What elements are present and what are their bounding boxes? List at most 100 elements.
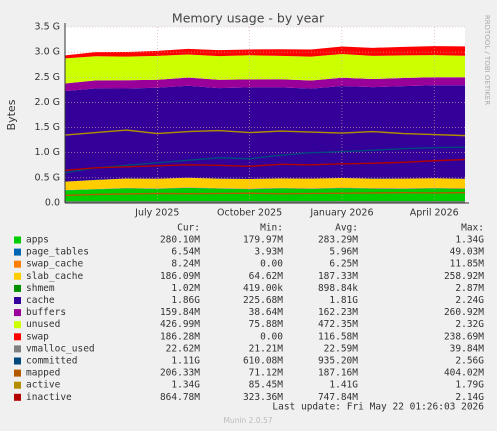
- legend-label: mapped: [26, 368, 60, 379]
- legend-stat: 610.08M: [243, 356, 283, 367]
- legend-stat: 75.88M: [249, 319, 284, 330]
- legend-stat: 280.10M: [160, 235, 200, 246]
- stacked-area: [65, 77, 465, 92]
- legend-stat: 2.87M: [455, 283, 484, 294]
- legend-label: shmem: [26, 283, 55, 294]
- legend-stat: 85.45M: [249, 380, 284, 391]
- legend-label: committed: [26, 356, 77, 367]
- legend-stat: 935.20M: [318, 356, 358, 367]
- legend-swatch: [14, 260, 21, 268]
- legend-swatch: [14, 284, 21, 292]
- legend-stat: 179.97M: [243, 235, 283, 246]
- legend-stat: 186.09M: [160, 271, 200, 282]
- legend-stat: 1.79G: [455, 380, 484, 391]
- legend-stat: 1.86G: [171, 295, 200, 306]
- legend-swatch: [14, 321, 21, 329]
- legend-stat: 8.24M: [171, 259, 200, 270]
- legend-stat: 238.69M: [444, 331, 484, 342]
- legend-stat: 1.41G: [329, 380, 358, 391]
- legend-stat: 6.54M: [171, 247, 200, 258]
- legend-stat: 225.68M: [243, 295, 283, 306]
- series-line: [64, 191, 466, 197]
- legend-stat: 0.00: [260, 331, 283, 342]
- legend-stat: 159.84M: [160, 307, 200, 318]
- y-tick-label: 0.5 G: [35, 172, 61, 183]
- legend-stat: 404.02M: [444, 368, 484, 379]
- stacked-area: [65, 54, 465, 84]
- y-axis-label: Bytes: [5, 99, 18, 130]
- legend-stat: 1.34G: [171, 380, 200, 391]
- legend-stat: 258.92M: [444, 271, 484, 282]
- y-tick-label: 3.5 G: [35, 22, 61, 33]
- legend-stat: 2.32G: [455, 319, 484, 330]
- legend-stat: 1.02M: [171, 283, 200, 294]
- legend-label: swap_cache: [26, 259, 83, 270]
- legend-swatch: [14, 272, 21, 280]
- y-tick-label: 1.5 G: [35, 122, 61, 133]
- chart-title: Memory usage - by year: [172, 11, 325, 26]
- legend-stat: 6.25M: [329, 259, 358, 270]
- legend-stat: 5.96M: [329, 247, 358, 258]
- legend-stat: 1.81G: [329, 295, 358, 306]
- legend-stat: 64.62M: [249, 271, 284, 282]
- legend-stat: 22.59M: [324, 343, 359, 354]
- last-update: Last update: Fri May 22 01:26:03 2026: [272, 402, 484, 413]
- legend-stat: 472.35M: [318, 319, 358, 330]
- legend-stat: 187.16M: [318, 368, 358, 379]
- legend-stat: 426.99M: [160, 319, 200, 330]
- stacked-area: [65, 85, 465, 182]
- y-tick-label: 0.0: [45, 198, 60, 209]
- legend-label: swap: [26, 331, 49, 342]
- legend-label: slab_cache: [26, 271, 83, 282]
- stacked-area: [65, 187, 465, 203]
- legend-stat: 38.64M: [249, 307, 284, 318]
- series-line: [64, 146, 466, 174]
- legend-stat: 283.29M: [318, 235, 358, 246]
- side-label: RRDTOOL / TOBI OETIKER: [483, 15, 491, 105]
- stacked-area: [65, 46, 465, 59]
- legend-swatch: [14, 309, 21, 317]
- legend-column-header: Max:: [461, 223, 484, 234]
- legend-label: buffers: [26, 307, 66, 318]
- x-tick-label: July 2025: [134, 208, 179, 219]
- legend-swatch: [14, 369, 21, 377]
- legend-stat: 187.33M: [318, 271, 358, 282]
- legend-stat: 206.33M: [160, 368, 200, 379]
- legend-stat: 747.84M: [318, 392, 358, 403]
- series-line: [64, 129, 466, 137]
- legend-stat: 116.58M: [318, 331, 358, 342]
- legend-swatch: [14, 357, 21, 365]
- legend-stat: 898.84k: [318, 283, 358, 294]
- legend-stat: 186.28M: [160, 331, 200, 342]
- legend-stat: 0.00: [260, 259, 283, 270]
- legend-stat: 2.24G: [455, 295, 484, 306]
- legend-column-header: Min:: [260, 223, 283, 234]
- stacked-area: [65, 177, 465, 191]
- legend-label: inactive: [26, 392, 72, 403]
- footer: Munin 2.0.57: [223, 416, 272, 425]
- legend-stat: 71.12M: [249, 368, 284, 379]
- legend-column-header: Avg:: [335, 223, 358, 234]
- legend-label: unused: [26, 319, 60, 330]
- legend-swatch: [14, 393, 21, 401]
- legend-stat: 162.23M: [318, 307, 358, 318]
- legend-stat: 419.00k: [243, 283, 283, 294]
- legend-swatch: [14, 333, 21, 341]
- legend-label: vmalloc_used: [26, 343, 95, 354]
- y-tick-label: 1.0 G: [35, 147, 61, 158]
- legend-label: page_tables: [26, 247, 89, 258]
- legend-stat: 864.78M: [160, 392, 200, 403]
- legend-label: active: [26, 380, 61, 391]
- legend-stat: 21.21M: [249, 343, 284, 354]
- legend-label: cache: [26, 295, 55, 306]
- legend-stat: 1.11G: [171, 356, 200, 367]
- legend-stat: 39.84M: [450, 343, 485, 354]
- legend-stat: 1.34G: [455, 235, 484, 246]
- legend-stat: 22.62M: [166, 343, 201, 354]
- series-line: [64, 158, 466, 172]
- y-tick-label: 2.0 G: [35, 97, 61, 108]
- legend-label: apps: [26, 235, 49, 246]
- legend-swatch: [14, 345, 21, 353]
- legend-stat: 2.56G: [455, 356, 484, 367]
